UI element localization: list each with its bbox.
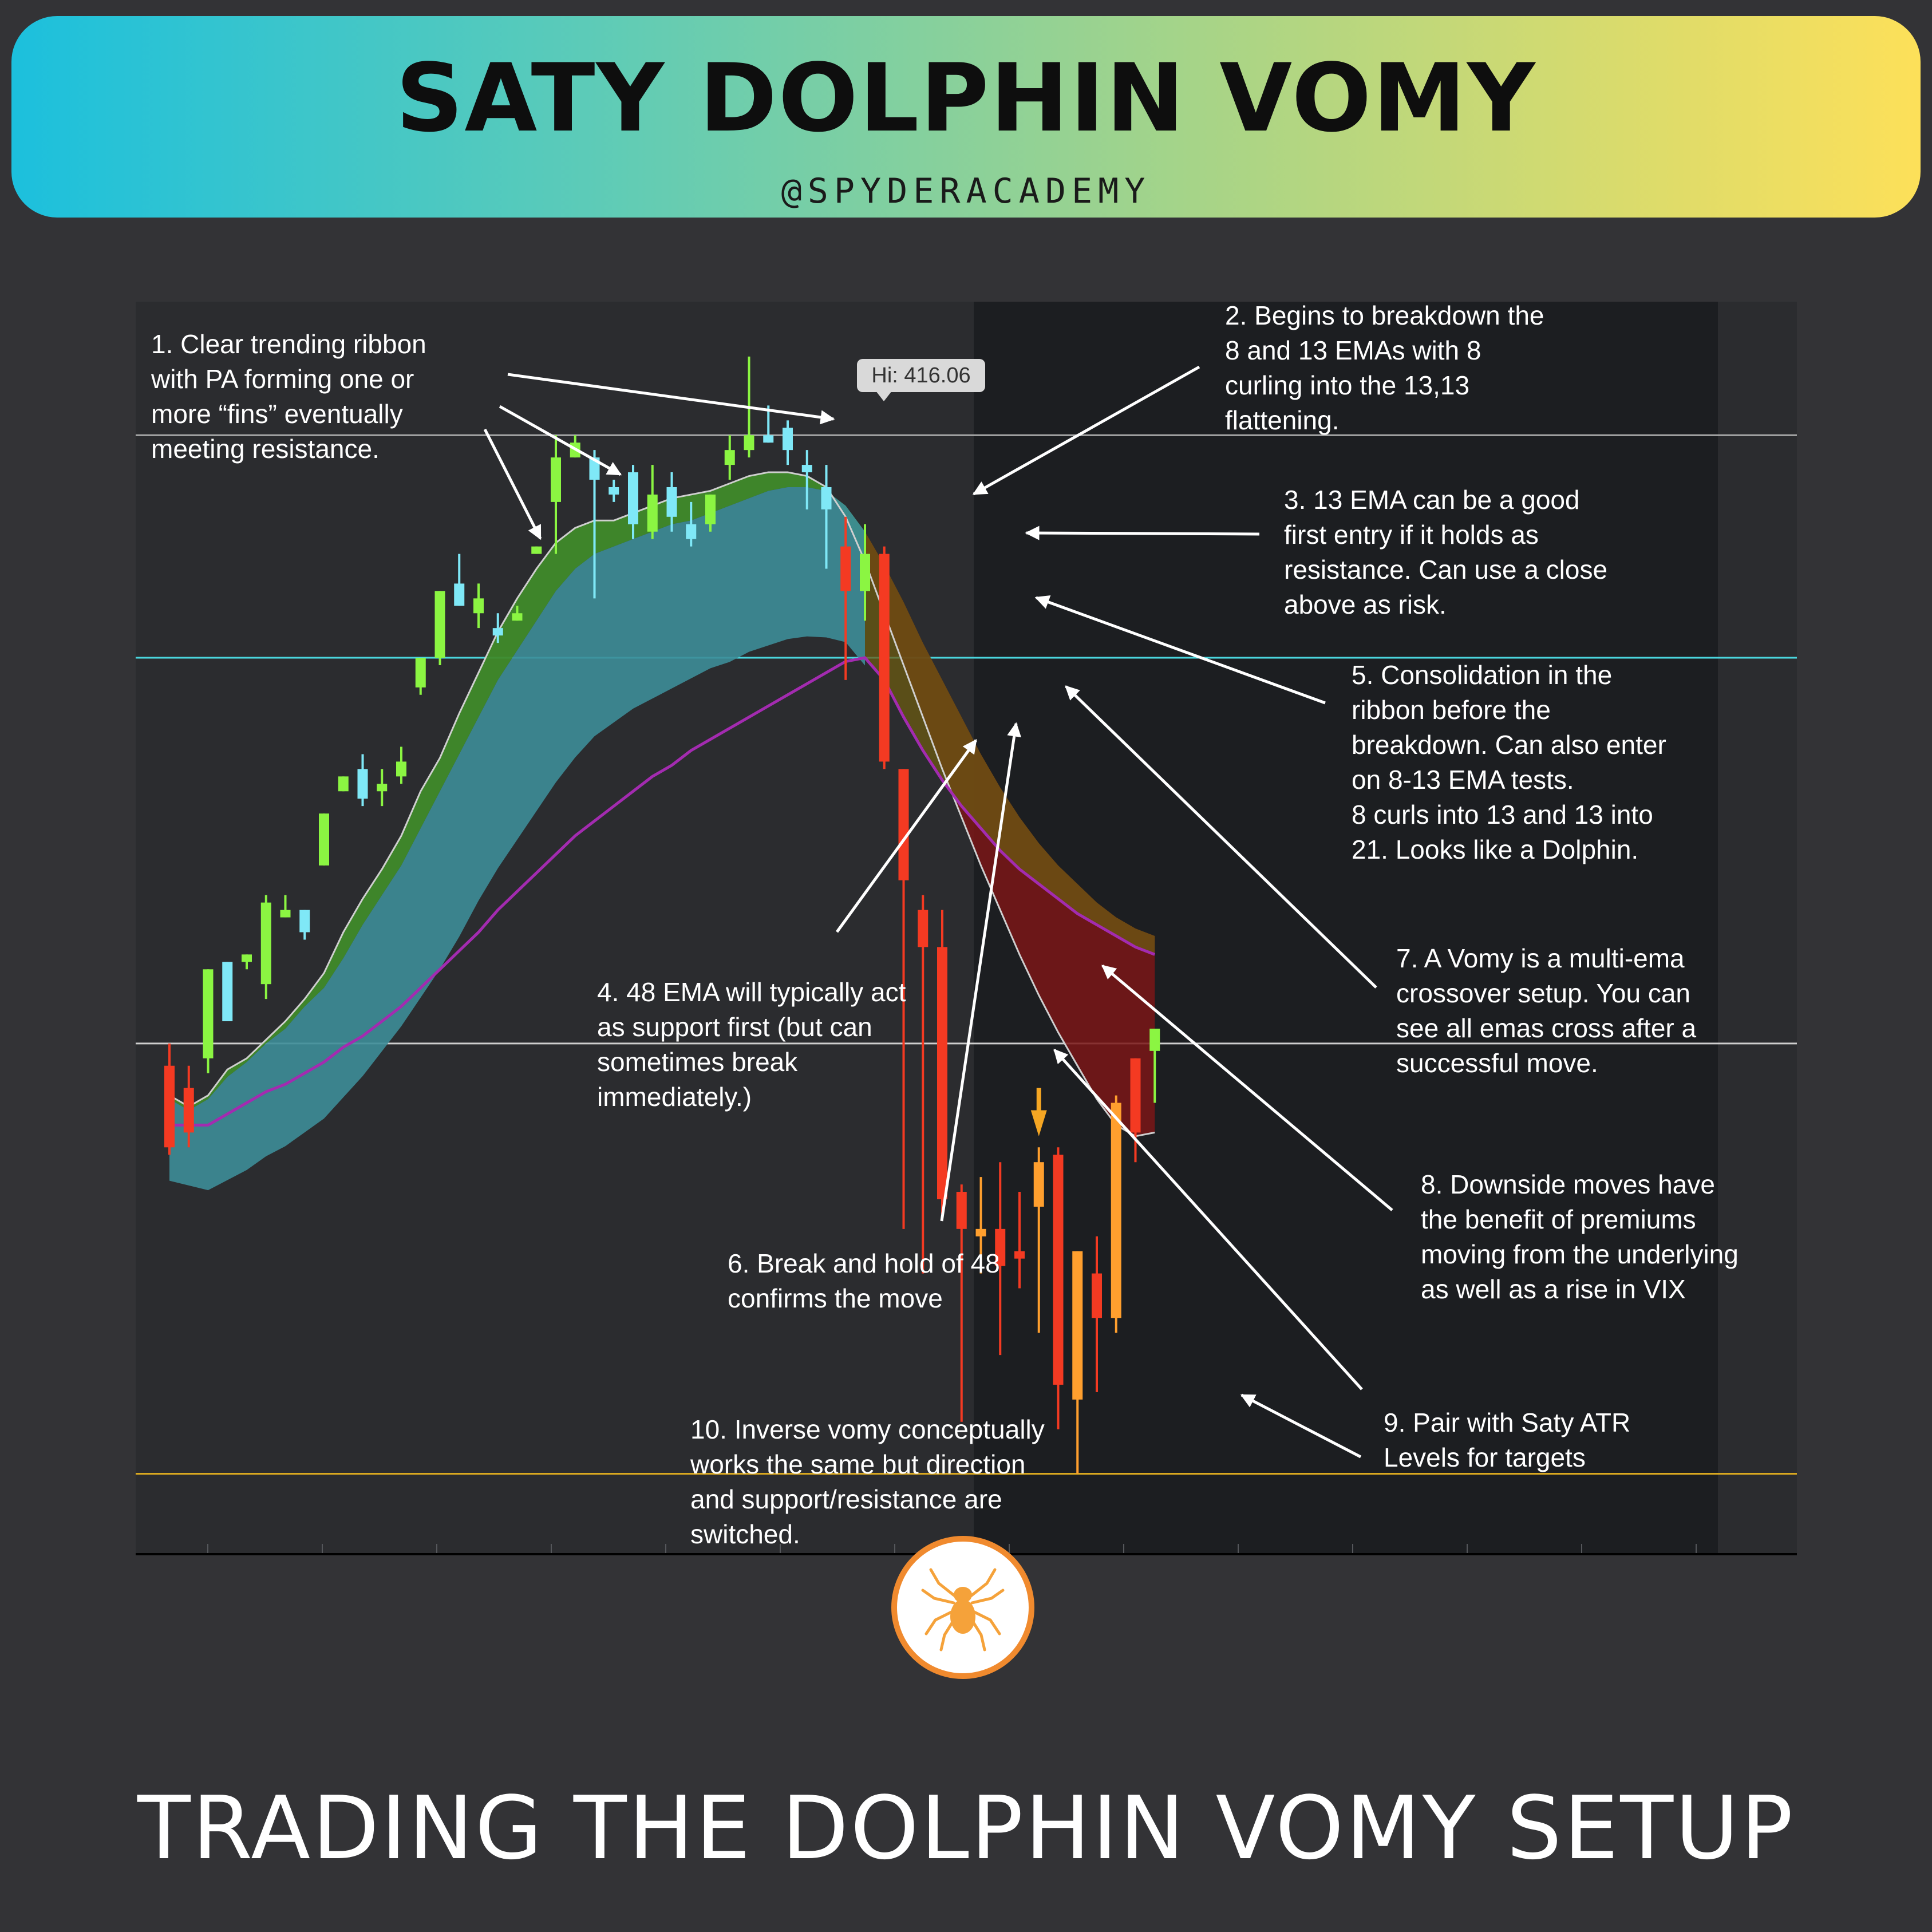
candle-body <box>164 1065 175 1148</box>
candle-body <box>589 457 600 480</box>
candle-body <box>434 591 445 658</box>
candle-body <box>956 1192 967 1229</box>
annotation-arrow-5 <box>1025 526 1260 540</box>
annotation-arrow-11 <box>1053 1049 1363 1390</box>
candle-body <box>1130 1058 1141 1133</box>
candle-body <box>783 428 793 451</box>
candlestick-chart: Hi: 416.06 1. Clear trending ribbon with… <box>136 302 1797 1555</box>
annotation-arrow-1 <box>507 373 835 425</box>
candle-body <box>357 769 368 799</box>
candle-body <box>686 524 697 539</box>
candle-body <box>937 947 947 1199</box>
candle-body <box>377 784 388 792</box>
ema-48-line <box>169 656 1156 1127</box>
candle-body <box>454 583 465 606</box>
spider-logo <box>891 1536 1034 1679</box>
annotation-arrow-10 <box>1101 965 1393 1211</box>
candle-body <box>860 554 870 591</box>
high-label-pointer <box>876 391 892 401</box>
candle-body <box>666 487 677 517</box>
annotation-8: 8. Downside moves have the benefit of pr… <box>1421 1170 1739 1304</box>
candle-body <box>396 761 406 777</box>
candle-body <box>995 1228 1006 1266</box>
candle-body <box>319 813 329 866</box>
annotation-3: 3. 13 EMA can be a good first entry if i… <box>1284 485 1608 619</box>
candle-body <box>415 658 426 688</box>
annotation-4: 4. 48 EMA will typically act as support … <box>597 977 906 1112</box>
annotation-7: 7. A Vomy is a multi-ema crossover setup… <box>1396 943 1697 1078</box>
candle-body <box>1149 1028 1160 1051</box>
candle-body <box>1092 1273 1102 1318</box>
annotation-1: 1. Clear trending ribbon with PA forming… <box>151 329 426 464</box>
candle-body <box>222 962 233 1021</box>
title-banner: SATY DOLPHIN VOMY @SPYDERACADEMY <box>11 16 1921 218</box>
candle-body <box>763 435 774 443</box>
candle-body <box>512 613 523 621</box>
candle-body <box>242 954 252 962</box>
candle-body <box>1111 1103 1121 1318</box>
candle-body <box>609 487 619 495</box>
annotation-arrow-8 <box>835 738 978 933</box>
candle-body <box>975 1228 986 1236</box>
candle-body <box>280 910 291 918</box>
author-handle: @SPYDERACADEMY <box>781 171 1151 211</box>
candle-body <box>183 1088 194 1133</box>
annotation-9: 9. Pair with Saty ATR Levels for targets <box>1384 1408 1631 1472</box>
page-title: SATY DOLPHIN VOMY <box>396 44 1536 153</box>
candle-body <box>203 969 214 1058</box>
candle-body <box>1072 1251 1083 1400</box>
candle-body <box>260 902 271 985</box>
candle-body <box>744 435 754 451</box>
annotation-arrow-3 <box>483 428 542 540</box>
ribbon-slow-band-bull <box>169 487 865 1191</box>
footer-title: TRADING THE DOLPHIN VOMY SETUP <box>137 1777 1795 1879</box>
candle-body <box>1033 1162 1044 1207</box>
annotation-5: 5. Consolidation in the ribbon before th… <box>1352 660 1666 864</box>
annotation-arrow-12 <box>1240 1393 1362 1459</box>
candle-body <box>705 494 716 524</box>
candle-body <box>473 598 484 614</box>
candle-body <box>551 457 561 502</box>
annotation-arrow-4 <box>972 365 1200 496</box>
candle-body <box>898 769 909 880</box>
annotation-arrow-2 <box>499 405 622 476</box>
candle-body <box>492 628 503 636</box>
candle-body <box>724 450 735 465</box>
candle-body <box>879 554 890 762</box>
candle-body <box>628 472 638 524</box>
candle-body <box>299 910 310 933</box>
candle-body <box>801 465 812 473</box>
annotation-arrow-6 <box>1034 595 1326 705</box>
annotation-arrow-7 <box>1065 685 1377 989</box>
candle-body <box>1014 1251 1025 1259</box>
entry-arrow-stem <box>1036 1088 1041 1111</box>
annotation-2: 2. Begins to breakdown the 8 and 13 EMAs… <box>1225 302 1544 435</box>
annotation-6: 6. Break and hold of 48 confirms the mov… <box>728 1249 1000 1313</box>
candle-body <box>647 494 658 532</box>
candle-body <box>918 910 929 947</box>
candle-body <box>821 487 832 509</box>
high-price-label: Hi: 416.06 <box>857 359 985 392</box>
ribbon-slow-band-bear <box>865 531 1155 955</box>
candle-body <box>1053 1155 1064 1385</box>
annotation-10: 10. Inverse vomy conceptually works the … <box>690 1415 1045 1549</box>
candle-body <box>338 776 349 792</box>
candle-body <box>840 546 851 591</box>
ribbon-fast-band-bull <box>169 472 865 1111</box>
annotation-arrow-9 <box>940 722 1022 1222</box>
candle-body <box>531 546 542 554</box>
entry-arrow-marker <box>1030 1110 1047 1136</box>
